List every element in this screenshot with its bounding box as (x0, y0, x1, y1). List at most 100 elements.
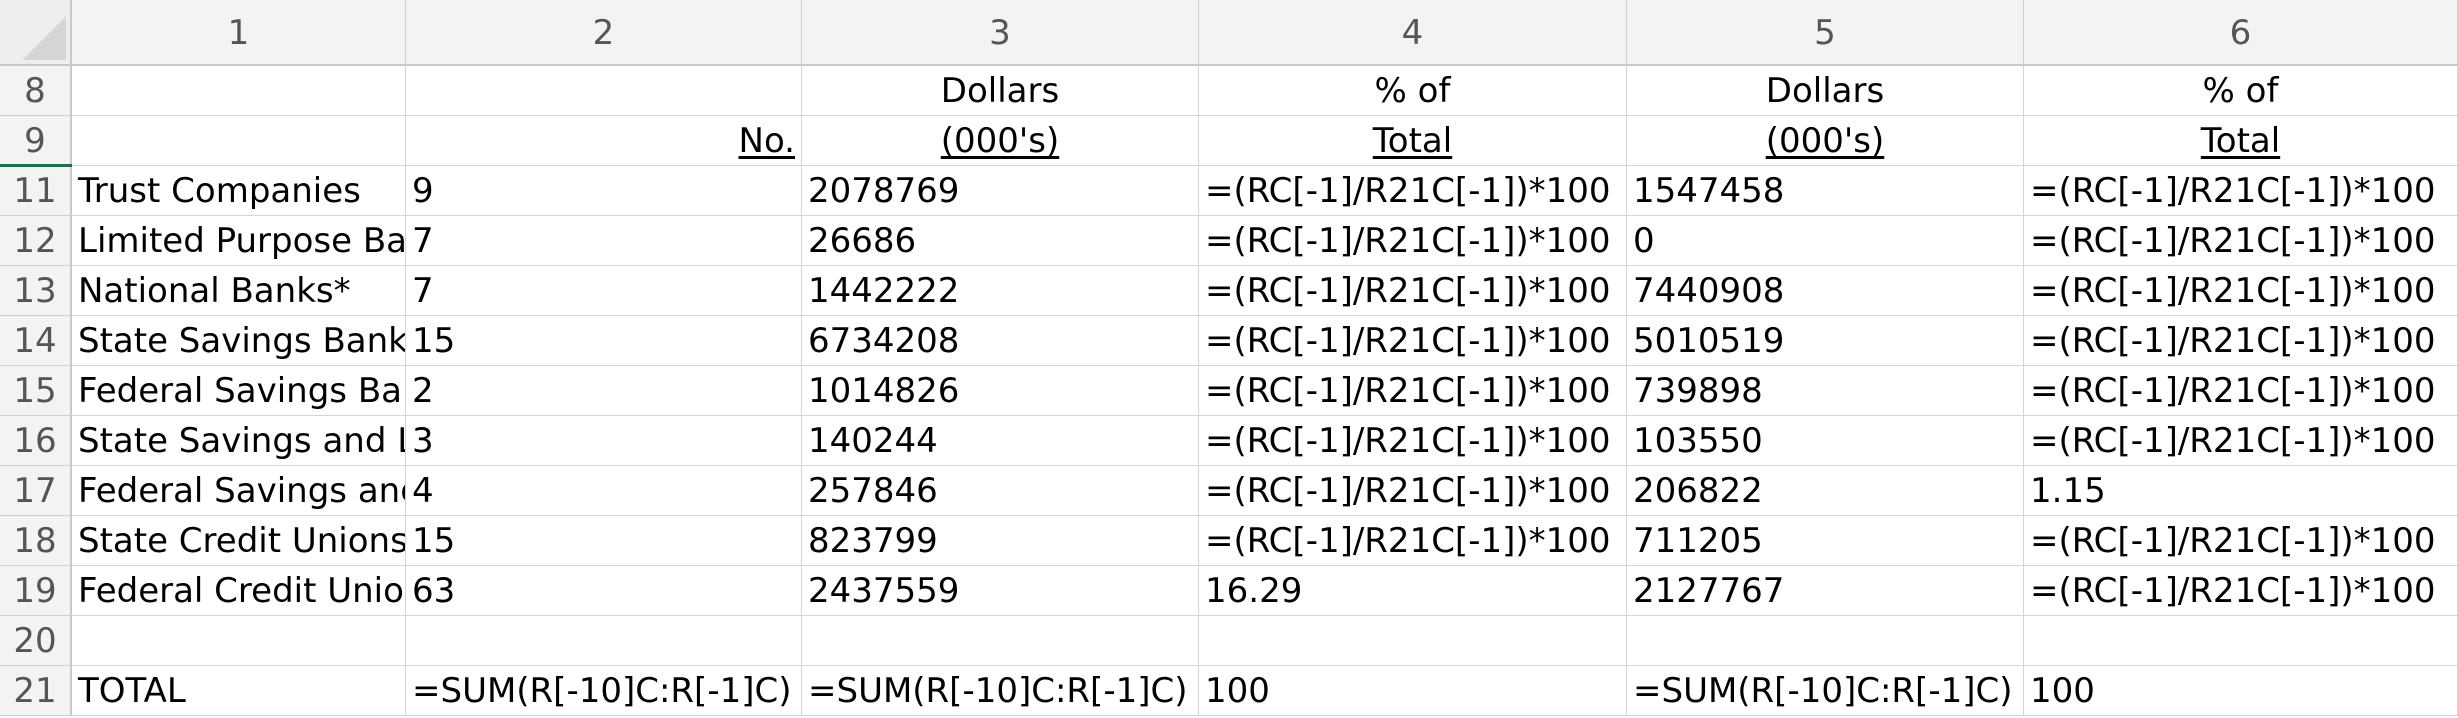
cell-r9-c3[interactable]: (000's) (802, 116, 1199, 166)
row-header-13[interactable]: 13 (0, 266, 72, 316)
cell-r16-c6[interactable]: =(RC[-1]/R21C[-1])*100 (2024, 416, 2458, 466)
cell-r19-c6[interactable]: =(RC[-1]/R21C[-1])*100 (2024, 566, 2458, 616)
cell-r17-c6[interactable]: 1.15 (2024, 466, 2458, 516)
cell-r8-c3[interactable]: Dollars (802, 66, 1199, 116)
cell-r20-c6[interactable] (2024, 616, 2458, 666)
cell-r18-c4[interactable]: =(RC[-1]/R21C[-1])*100 (1199, 516, 1627, 566)
cell-r11-c3[interactable]: 2078769 (802, 166, 1199, 216)
cell-r8-c5[interactable]: Dollars (1627, 66, 2024, 116)
cell-r20-c3[interactable] (802, 616, 1199, 666)
cell-r12-c3[interactable]: 26686 (802, 216, 1199, 266)
row-header-14[interactable]: 14 (0, 316, 72, 366)
cell-r16-c1[interactable]: State Savings and Lc (72, 416, 406, 466)
cell-r17-c2[interactable]: 4 (406, 466, 802, 516)
cell-r12-c2[interactable]: 7 (406, 216, 802, 266)
row-header-20[interactable]: 20 (0, 616, 72, 666)
row-header-17[interactable]: 17 (0, 466, 72, 516)
column-header-6[interactable]: 6 (2024, 0, 2458, 66)
cell-r15-c3[interactable]: 1014826 (802, 366, 1199, 416)
cell-r20-c2[interactable] (406, 616, 802, 666)
row-header-18[interactable]: 18 (0, 516, 72, 566)
select-all-corner[interactable] (0, 0, 72, 66)
cell-r9-c4[interactable]: Total (1199, 116, 1627, 166)
cell-r9-c2[interactable]: No. (406, 116, 802, 166)
cell-r16-c2[interactable]: 3 (406, 416, 802, 466)
cell-r15-c4[interactable]: =(RC[-1]/R21C[-1])*100 (1199, 366, 1627, 416)
cell-r20-c4[interactable] (1199, 616, 1627, 666)
cell-r18-c3[interactable]: 823799 (802, 516, 1199, 566)
cell-r16-c4[interactable]: =(RC[-1]/R21C[-1])*100 (1199, 416, 1627, 466)
cell-r12-c1[interactable]: Limited Purpose Bar (72, 216, 406, 266)
cell-r19-c3[interactable]: 2437559 (802, 566, 1199, 616)
row-header-21[interactable]: 21 (0, 666, 72, 716)
cell-r11-c4[interactable]: =(RC[-1]/R21C[-1])*100 (1199, 166, 1627, 216)
cell-r18-c5[interactable]: 711205 (1627, 516, 2024, 566)
cell-r15-c6[interactable]: =(RC[-1]/R21C[-1])*100 (2024, 366, 2458, 416)
cell-r14-c5[interactable]: 5010519 (1627, 316, 2024, 366)
cell-r11-c5[interactable]: 1547458 (1627, 166, 2024, 216)
row-header-15[interactable]: 15 (0, 366, 72, 416)
cell-r15-c1[interactable]: Federal Savings Ban (72, 366, 406, 416)
cell-r13-c1[interactable]: National Banks* (72, 266, 406, 316)
cell-text: 4 (412, 471, 434, 511)
column-header-4[interactable]: 4 (1199, 0, 1627, 66)
row-header-11[interactable]: 11 (0, 166, 72, 216)
cell-r9-c1[interactable] (72, 116, 406, 166)
cell-r14-c2[interactable]: 15 (406, 316, 802, 366)
cell-r13-c5[interactable]: 7440908 (1627, 266, 2024, 316)
row-header-9[interactable]: 9 (0, 116, 72, 166)
cell-r21-c2[interactable]: =SUM(R[-10]C:R[-1]C) (406, 666, 802, 716)
cell-r17-c3[interactable]: 257846 (802, 466, 1199, 516)
row-header-12[interactable]: 12 (0, 216, 72, 266)
cell-r20-c5[interactable] (1627, 616, 2024, 666)
cell-r14-c4[interactable]: =(RC[-1]/R21C[-1])*100 (1199, 316, 1627, 366)
cell-r21-c4[interactable]: 100 (1199, 666, 1627, 716)
cell-r9-c5[interactable]: (000's) (1627, 116, 2024, 166)
cell-r20-c1[interactable] (72, 616, 406, 666)
cell-r8-c6[interactable]: % of (2024, 66, 2458, 116)
cell-r15-c2[interactable]: 2 (406, 366, 802, 416)
cell-r13-c3[interactable]: 1442222 (802, 266, 1199, 316)
cell-r11-c6[interactable]: =(RC[-1]/R21C[-1])*100 (2024, 166, 2458, 216)
cell-r16-c5[interactable]: 103550 (1627, 416, 2024, 466)
cell-r17-c5[interactable]: 206822 (1627, 466, 2024, 516)
cell-r19-c4[interactable]: 16.29 (1199, 566, 1627, 616)
row-header-16[interactable]: 16 (0, 416, 72, 466)
cell-r21-c3[interactable]: =SUM(R[-10]C:R[-1]C) (802, 666, 1199, 716)
cell-r11-c2[interactable]: 9 (406, 166, 802, 216)
cell-r13-c6[interactable]: =(RC[-1]/R21C[-1])*100 (2024, 266, 2458, 316)
row-header-8[interactable]: 8 (0, 66, 72, 116)
cell-r9-c6[interactable]: Total (2024, 116, 2458, 166)
column-header-1[interactable]: 1 (72, 0, 406, 66)
cell-r19-c1[interactable]: Federal Credit Unior (72, 566, 406, 616)
cell-r15-c5[interactable]: 739898 (1627, 366, 2024, 416)
cell-r17-c1[interactable]: Federal Savings and (72, 466, 406, 516)
cell-r19-c2[interactable]: 63 (406, 566, 802, 616)
cell-r12-c6[interactable]: =(RC[-1]/R21C[-1])*100 (2024, 216, 2458, 266)
column-header-5[interactable]: 5 (1627, 0, 2024, 66)
cell-r14-c3[interactable]: 6734208 (802, 316, 1199, 366)
cell-r21-c5[interactable]: =SUM(R[-10]C:R[-1]C) (1627, 666, 2024, 716)
cell-r18-c6[interactable]: =(RC[-1]/R21C[-1])*100 (2024, 516, 2458, 566)
row-header-19[interactable]: 19 (0, 566, 72, 616)
cell-r12-c4[interactable]: =(RC[-1]/R21C[-1])*100 (1199, 216, 1627, 266)
cell-r14-c6[interactable]: =(RC[-1]/R21C[-1])*100 (2024, 316, 2458, 366)
column-header-3[interactable]: 3 (802, 0, 1199, 66)
cell-r8-c2[interactable] (406, 66, 802, 116)
cell-r8-c4[interactable]: % of (1199, 66, 1627, 116)
cell-r19-c5[interactable]: 2127767 (1627, 566, 2024, 616)
cell-r11-c1[interactable]: Trust Companies (72, 166, 406, 216)
cell-r14-c1[interactable]: State Savings Banks (72, 316, 406, 366)
cell-r13-c2[interactable]: 7 (406, 266, 802, 316)
cell-r16-c3[interactable]: 140244 (802, 416, 1199, 466)
cell-r17-c4[interactable]: =(RC[-1]/R21C[-1])*100 (1199, 466, 1627, 516)
cell-r8-c1[interactable] (72, 66, 406, 116)
cell-r13-c4[interactable]: =(RC[-1]/R21C[-1])*100 (1199, 266, 1627, 316)
cell-r21-c1[interactable]: TOTAL (72, 666, 406, 716)
cell-r21-c6[interactable]: 100 (2024, 666, 2458, 716)
column-header-2[interactable]: 2 (406, 0, 802, 66)
cell-r12-c5[interactable]: 0 (1627, 216, 2024, 266)
cell-r18-c2[interactable]: 15 (406, 516, 802, 566)
cell-r18-c1[interactable]: State Credit Unions (72, 516, 406, 566)
